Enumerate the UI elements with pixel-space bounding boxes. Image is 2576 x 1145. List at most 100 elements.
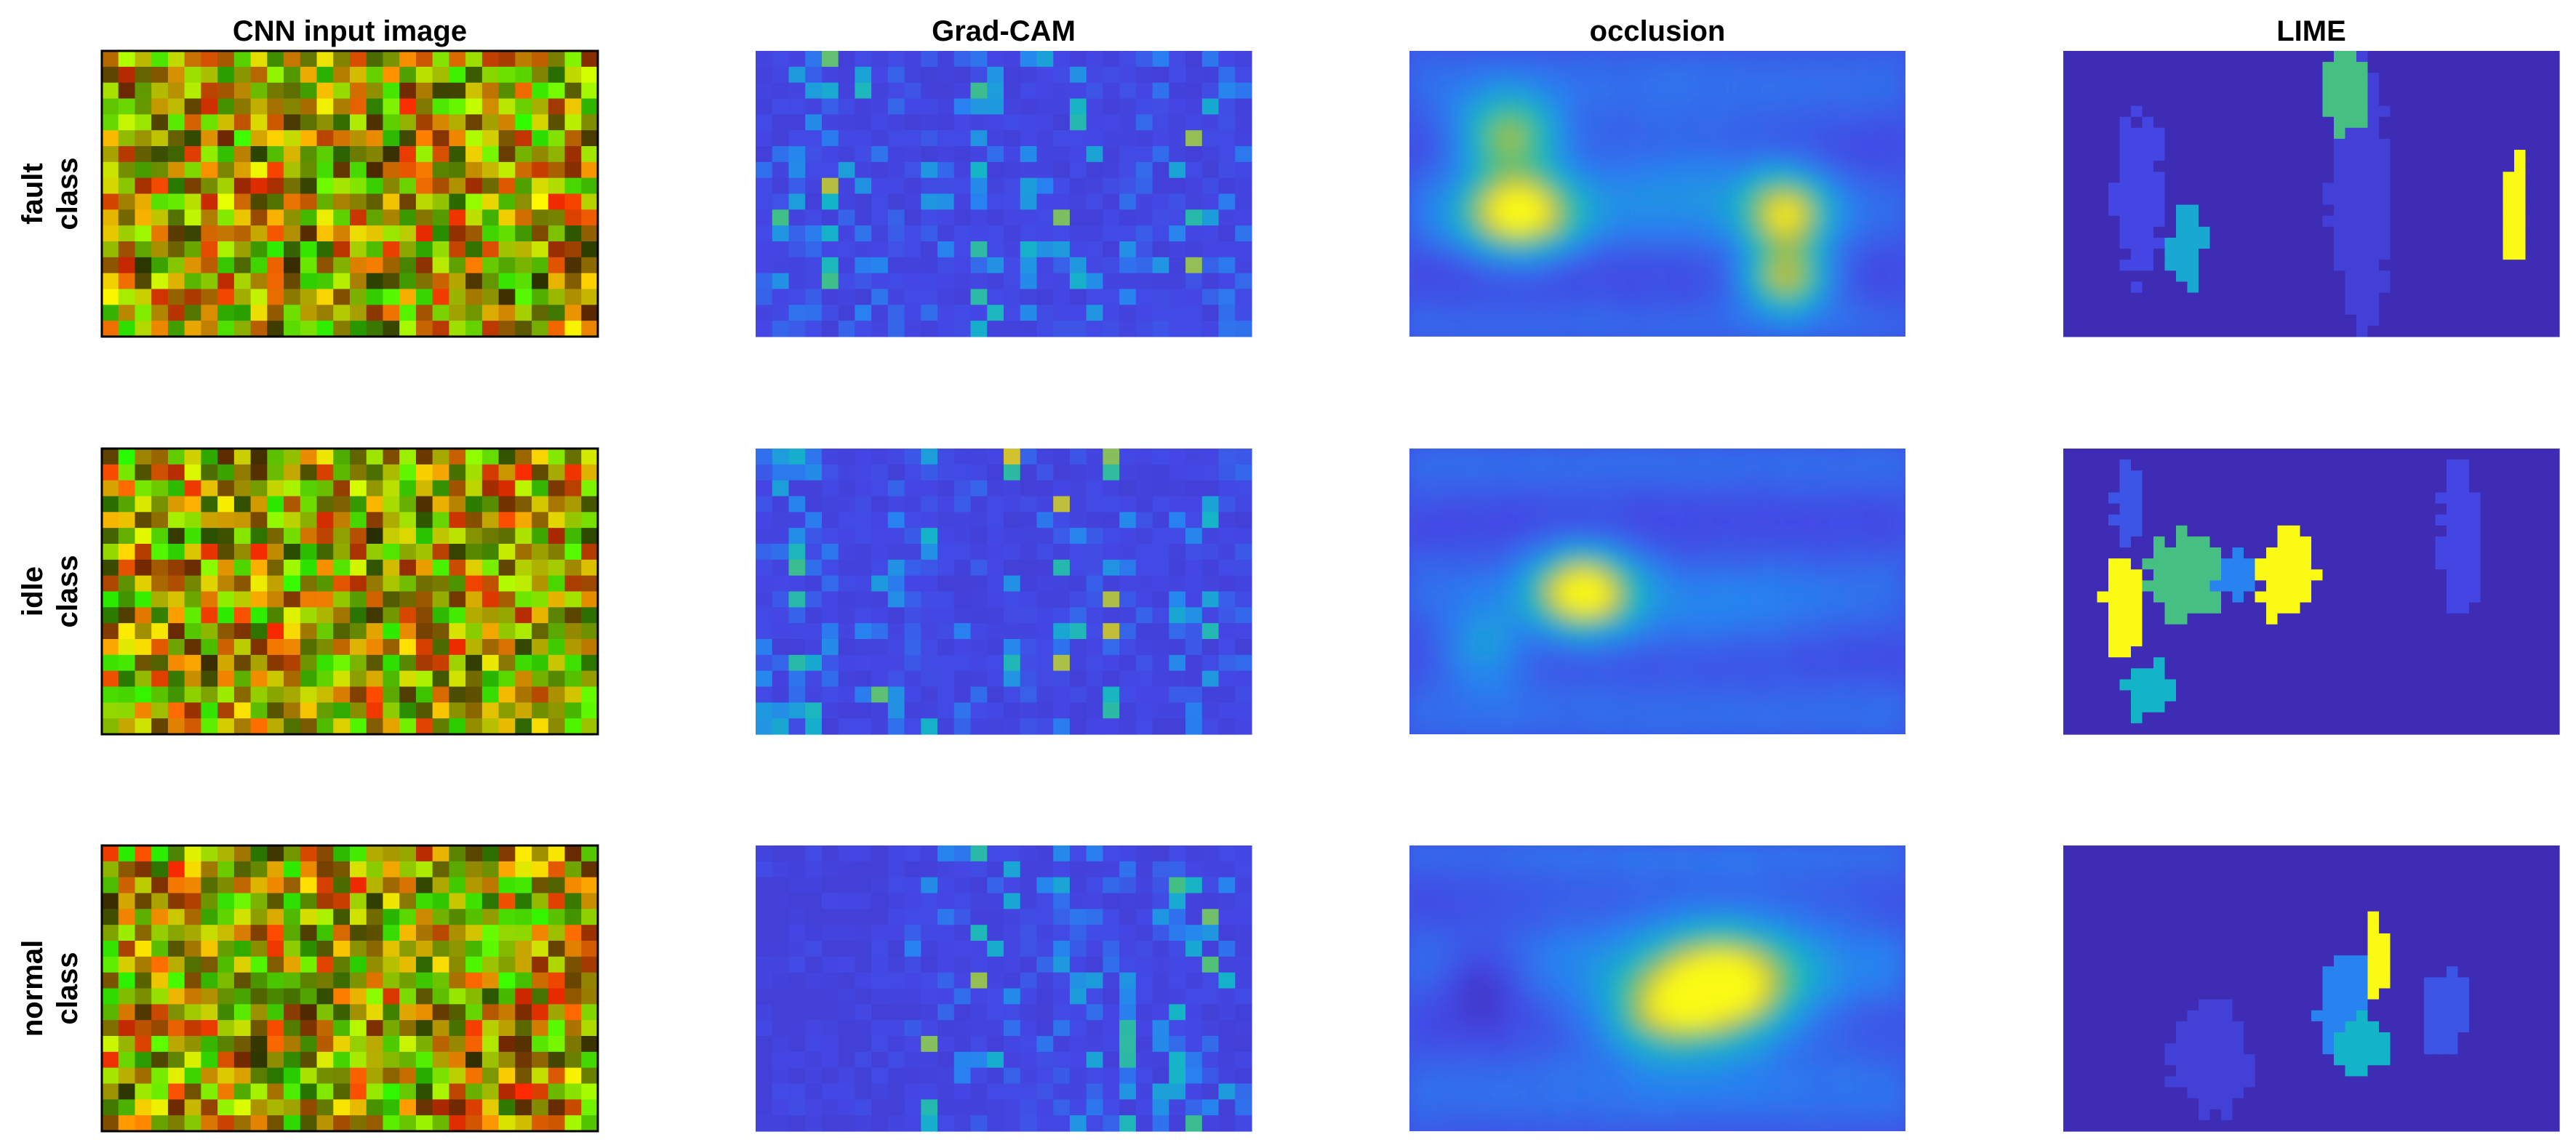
heatmap-cell [1152,130,1169,147]
heatmap-cell [1607,193,1621,207]
heatmap-cell [1434,591,1447,605]
heatmap-cell [1086,686,1103,703]
heatmap-cell [515,686,532,703]
heatmap-cell [2424,127,2436,140]
heatmap-cell [1053,241,1071,258]
heatmap-cell [449,544,466,561]
heatmap-cell [1632,220,1646,233]
heatmap-cell [855,225,872,242]
heatmap-cell [1769,284,1783,299]
heatmap-cell [2142,127,2154,140]
heatmap-cell [2300,292,2312,305]
heatmap-cell [300,305,318,321]
heatmap-cell [2097,226,2109,238]
heatmap-cell [1169,449,1186,465]
heatmap-cell [1620,154,1633,169]
heatmap-cell [1570,129,1584,142]
heatmap-cell [481,98,500,115]
heatmap-cell [1521,233,1535,246]
heatmap-cell [217,98,235,115]
heatmap-cell [871,623,889,640]
heatmap-cell [350,82,367,100]
heatmap-cell [1135,496,1153,513]
heatmap-cell [465,257,483,274]
heatmap-cell [2311,116,2324,129]
heatmap-cell [2176,292,2188,305]
heatmap-cell [1583,552,1596,566]
heatmap-cell [1607,284,1621,299]
heatmap-cell [1201,161,1220,179]
heatmap-cell [821,544,839,561]
heatmap-cell [217,177,235,195]
heatmap-cell [2469,62,2481,73]
heatmap-cell [2131,62,2143,73]
heatmap-cell [151,209,169,226]
heatmap-cell [399,321,417,337]
heatmap-cell [2390,84,2402,96]
heatmap-cell [970,575,988,592]
heatmap-cell [1657,565,1671,579]
heatmap-cell [184,591,201,608]
heatmap-cell [904,496,921,513]
heatmap-cell [1769,682,1783,696]
heatmap-cell [2525,182,2537,195]
heatmap-cell [250,241,268,258]
heatmap-cell [2322,161,2335,172]
heatmap-cell [953,257,972,274]
heatmap-cell [498,51,516,68]
heatmap-cell [2074,303,2087,316]
heatmap-cell [1644,630,1658,644]
heatmap-cell [1521,116,1535,129]
heatmap-cell [2289,116,2301,129]
heatmap-cell [1818,297,1832,311]
heatmap-cell [2187,62,2199,73]
heatmap-cell [2244,161,2256,172]
heatmap-cell [1595,461,1609,475]
heatmap-cell [1707,154,1720,169]
heatmap-cell [1521,695,1535,709]
heatmap-cell [399,225,417,242]
heatmap-cell [2322,260,2335,271]
heatmap-cell [2525,314,2537,326]
heatmap-cell [937,225,955,242]
heatmap-cell [1069,161,1087,179]
heatmap-cell [1707,591,1720,605]
heatmap-cell [1459,591,1472,605]
heatmap-cell [2300,51,2312,63]
heatmap-cell [2131,105,2143,118]
heatmap-cell [2131,215,2143,228]
heatmap-cell [921,528,938,545]
heatmap-cell [2548,105,2560,118]
heatmap-cell [1744,297,1757,311]
heatmap-cell [1119,98,1137,115]
heatmap-cell [1558,245,1572,260]
heatmap-cell [805,480,823,497]
heatmap-cell [1607,487,1621,502]
heatmap-cell [250,512,268,529]
heatmap-cell [415,591,433,608]
heatmap-cell [1533,258,1547,273]
heatmap-cell [1558,193,1572,207]
heatmap-cell [2108,281,2121,294]
heatmap-cell [1235,512,1252,529]
heatmap-cell [1496,63,1509,78]
heatmap-cell [921,193,938,210]
heatmap-cell [937,575,955,592]
heatmap-cell [1119,480,1137,497]
heatmap-cell [855,305,872,321]
heatmap-cell [1644,103,1658,116]
heatmap-cell [1769,565,1783,579]
heatmap-cell [2503,237,2515,249]
heatmap-cell [1620,578,1633,592]
heatmap-cell [2277,51,2289,63]
heatmap-cell [1732,630,1745,644]
heatmap-cell [1806,474,1820,489]
heatmap-cell [1169,130,1186,147]
heatmap-cell [184,225,201,242]
heatmap-cell [2063,84,2076,96]
heatmap-cell [1843,180,1857,195]
heatmap-cell [1152,193,1169,210]
heatmap-cell [855,686,872,703]
heatmap-cell [1831,89,1844,104]
heatmap-cell [2480,172,2492,183]
